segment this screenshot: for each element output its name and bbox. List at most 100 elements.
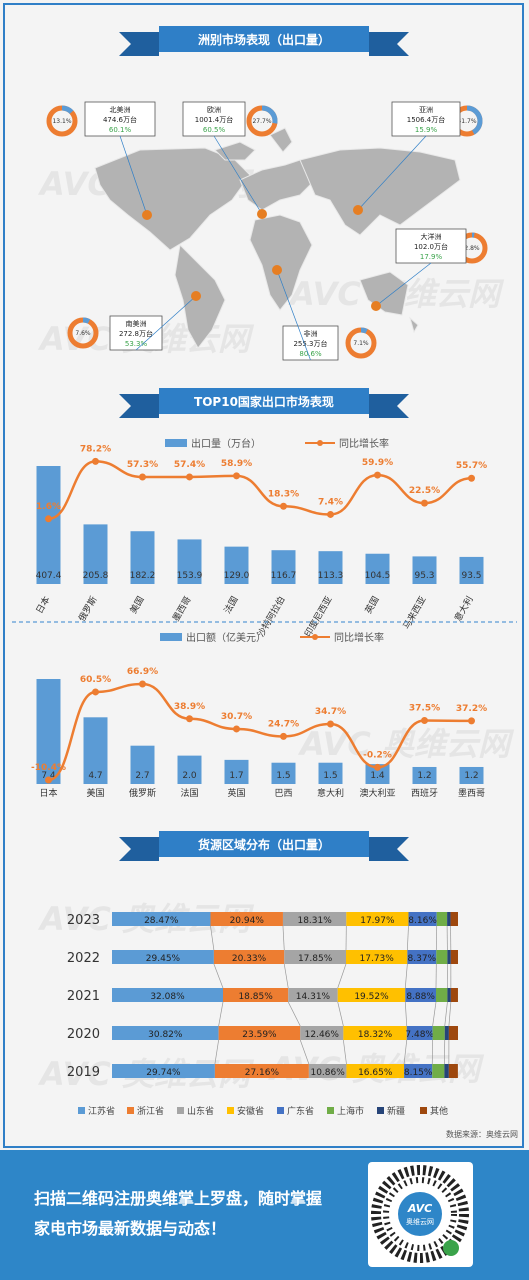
source-seg-label-4-2: 10.86% bbox=[310, 1068, 345, 1078]
source-seg-2-6 bbox=[447, 988, 451, 1002]
section-banner-top10: TOP10国家出口市场表现 bbox=[119, 388, 409, 418]
source-seg-4-2 bbox=[308, 1064, 347, 1078]
top10-volume-chart-legend-line-label: 同比增长率 bbox=[339, 437, 389, 450]
map-landmass-5 bbox=[249, 214, 313, 311]
top10-value-chart-bar-value-8: 1.2 bbox=[417, 771, 431, 781]
watermark-3: AVC 奥维云网 bbox=[297, 725, 515, 763]
top10-volume-chart-growth-label-3: 57.4% bbox=[174, 460, 205, 470]
top10-volume-chart-category-7: 英国 bbox=[362, 594, 381, 616]
top10-volume-chart-category-4: 法国 bbox=[221, 594, 240, 616]
top10-value-chart-category-2: 俄罗斯 bbox=[129, 787, 156, 799]
source-seg-label-0-1: 20.94% bbox=[230, 916, 265, 926]
continent-growth-1: 60.5% bbox=[203, 126, 226, 134]
source-connector-2-2 bbox=[337, 1001, 344, 1027]
continent-volume-1: 1001.4万台 bbox=[195, 115, 234, 124]
source-seg-2-1 bbox=[222, 988, 289, 1002]
top10-value-chart-growth-point-2 bbox=[139, 680, 146, 688]
qr-code[interactable]: AVC 奥维云网 bbox=[368, 1162, 473, 1267]
continent-name-2: 亚洲 bbox=[419, 106, 433, 114]
continent-volume-3: 102.0万台 bbox=[414, 242, 448, 251]
top10-value-chart-growth-point-5 bbox=[280, 732, 287, 740]
source-connector-0-1 bbox=[282, 925, 285, 951]
top10-volume-chart-bar-0 bbox=[36, 466, 61, 584]
top10-volume-chart-category-0: 日本 bbox=[33, 594, 52, 616]
top10-volume-chart-growth-label-0: 1.6% bbox=[36, 502, 61, 512]
top10-value-chart-bar-2 bbox=[130, 745, 155, 784]
source-seg-3-1 bbox=[218, 1026, 301, 1040]
source-connector-3-1 bbox=[299, 1039, 310, 1065]
source-seg-label-2-3: 19.52% bbox=[354, 992, 389, 1002]
source-legend: 江苏省 浙江省 山东省 安徽省 广东省 上海市 新疆 其他 bbox=[78, 1105, 448, 1117]
continent-donut-share-2 bbox=[451, 105, 483, 137]
source-seg-label-4-0: 29.74% bbox=[146, 1068, 181, 1078]
source-seg-0-5 bbox=[436, 912, 448, 926]
top10-volume-chart-bar-value-9: 93.5 bbox=[461, 571, 481, 581]
source-seg-label-0-0: 28.47% bbox=[144, 916, 179, 926]
source-legend-label-5: 上海市 bbox=[337, 1105, 364, 1117]
source-seg-label-3-4: 7.48% bbox=[405, 1030, 434, 1040]
top10-value-chart-category-6: 意大利 bbox=[317, 787, 344, 799]
source-seg-1-7 bbox=[450, 950, 458, 964]
top10-volume-chart-growth-point-5 bbox=[280, 502, 287, 510]
top10-value-chart-growth-label-1: 60.5% bbox=[80, 675, 111, 685]
top10-volume-chart-growth-line bbox=[48, 460, 472, 521]
source-legend-label-1: 浙江省 bbox=[137, 1105, 164, 1117]
top10-value-chart-growth-label-3: 38.9% bbox=[174, 702, 205, 712]
top10-value-chart-growth-point-3 bbox=[186, 715, 193, 723]
source-legend-label-3: 安徽省 bbox=[237, 1105, 264, 1117]
top10-volume-chart-bar-8 bbox=[412, 556, 437, 584]
top10-value-chart-category-8: 西班牙 bbox=[411, 787, 438, 799]
top10-value-chart-growth-label-8: 37.5% bbox=[409, 704, 440, 714]
source-seg-1-5 bbox=[436, 950, 448, 964]
continent-connector-0 bbox=[119, 135, 148, 216]
continent-name-4: 南美洲 bbox=[126, 319, 147, 328]
source-seg-0-4 bbox=[408, 912, 437, 926]
continent-connector-3 bbox=[375, 262, 432, 307]
source-seg-label-1-3: 17.73% bbox=[360, 954, 395, 964]
continent-map-dot-4 bbox=[191, 291, 201, 301]
source-seg-label-1-2: 17.85% bbox=[298, 954, 333, 964]
top10-value-chart-bar-1 bbox=[83, 717, 108, 784]
top10-volume-chart-category-6: 印度尼西亚 bbox=[302, 594, 335, 639]
top10-volume-chart-growth-point-2 bbox=[139, 473, 146, 481]
top10-volume-chart-bar-value-0: 407.4 bbox=[36, 571, 62, 581]
continent-box-1 bbox=[182, 101, 246, 137]
section-banner-continents-label: 洲别市场表现（出口量） bbox=[198, 32, 330, 47]
source-seg-3-3 bbox=[343, 1026, 407, 1040]
top10-value-chart-growth-point-6 bbox=[327, 720, 334, 728]
source-seg-2-5 bbox=[435, 988, 448, 1002]
top10-value-chart-category-0: 日本 bbox=[39, 787, 57, 799]
top10-volume-chart-bar-9 bbox=[459, 556, 484, 584]
top10-value-chart-legend-line-dot bbox=[312, 634, 318, 640]
top10-volume-chart-category-1: 俄罗斯 bbox=[76, 594, 100, 623]
source-legend-swatch-5 bbox=[327, 1107, 334, 1114]
top10-volume-chart-growth-point-0 bbox=[45, 515, 52, 523]
continent-volume-2: 1506.4万台 bbox=[407, 115, 446, 124]
top10-volume-chart-bar-value-4: 129.0 bbox=[224, 571, 250, 581]
source-connector-3-3 bbox=[403, 1039, 408, 1065]
top10-value-chart-growth-point-7 bbox=[374, 763, 381, 771]
top10-value-chart-bar-7 bbox=[365, 764, 390, 784]
top10-value-chart-category-3: 法国 bbox=[180, 787, 198, 799]
continent-share-label-5: 7.1% bbox=[353, 340, 369, 347]
source-year-0: 2023 bbox=[67, 913, 100, 928]
continent-name-0: 北美洲 bbox=[110, 105, 131, 114]
source-seg-label-1-4: 8.37% bbox=[408, 954, 437, 964]
section-banner-top10-tail-right bbox=[369, 394, 409, 418]
top10-value-chart-growth-label-6: 34.7% bbox=[315, 707, 346, 717]
continent-growth-0: 60.1% bbox=[109, 126, 132, 134]
source-seg-4-0 bbox=[112, 1064, 215, 1078]
source-seg-3-2 bbox=[300, 1026, 344, 1040]
top10-value-chart-bar-9 bbox=[459, 766, 484, 784]
source-seg-label-0-2: 18.31% bbox=[297, 916, 332, 926]
source-seg-4-4 bbox=[404, 1064, 433, 1078]
source-legend-swatch-3 bbox=[227, 1107, 234, 1114]
source-seg-4-1 bbox=[214, 1064, 309, 1078]
continent-share-label-3: 2.8% bbox=[464, 245, 480, 252]
section-banner-continents: 洲别市场表现（出口量） bbox=[119, 26, 409, 56]
source-seg-label-1-0: 29.45% bbox=[146, 954, 181, 964]
